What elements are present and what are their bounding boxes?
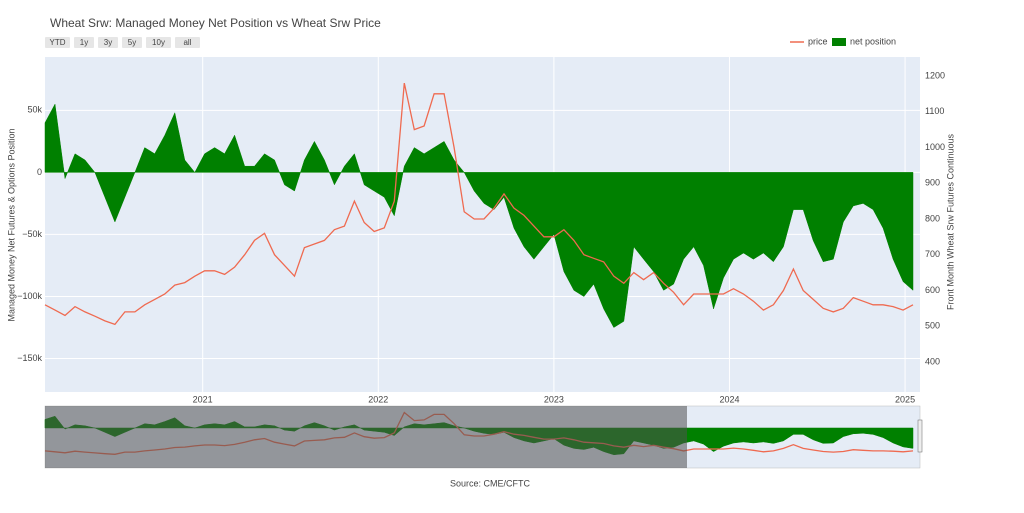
series-area bbox=[44, 103, 914, 328]
button-label: 1y bbox=[80, 38, 88, 47]
x-tick-label: 2021 bbox=[193, 394, 213, 404]
button-bg bbox=[122, 37, 142, 48]
range-button[interactable]: all bbox=[175, 37, 200, 48]
y2-axis-title: Front Month Wheat Srw Futures Continuous bbox=[945, 133, 955, 310]
x-tick-label: 2024 bbox=[719, 394, 739, 404]
y-tick-label: 0 bbox=[37, 167, 42, 177]
button-label: 5y bbox=[128, 38, 136, 47]
range-button[interactable]: 5y bbox=[122, 37, 142, 48]
slider-mask bbox=[45, 406, 687, 468]
y2-tick-label: 900 bbox=[925, 178, 940, 188]
button-bg bbox=[146, 37, 171, 48]
y-tick-label: −150k bbox=[17, 353, 42, 363]
legend-label: price bbox=[808, 36, 828, 46]
y2-tick-label: 1200 bbox=[925, 70, 945, 80]
y-axis-title: Managed Money Net Futures & Options Posi… bbox=[6, 128, 16, 321]
legend-label: net position bbox=[850, 36, 896, 46]
y2-tick-label: 1000 bbox=[925, 142, 945, 152]
range-button[interactable]: 1y bbox=[74, 37, 94, 48]
x-tick-label: 2025 bbox=[895, 394, 915, 404]
range-button[interactable]: 3y bbox=[98, 37, 118, 48]
y2-tick-label: 500 bbox=[925, 321, 940, 331]
button-label: all bbox=[183, 38, 191, 47]
button-bg bbox=[175, 37, 200, 48]
legend-swatch bbox=[832, 38, 846, 46]
chart-title: Wheat Srw: Managed Money Net Position vs… bbox=[50, 16, 381, 30]
button-label: 10y bbox=[152, 38, 165, 47]
y2-tick-label: 800 bbox=[925, 213, 940, 223]
range-button[interactable]: 10y bbox=[146, 37, 171, 48]
button-label: 3y bbox=[104, 38, 112, 47]
source: Source: CME/CFTC bbox=[450, 478, 531, 488]
button-label: YTD bbox=[50, 38, 66, 47]
y-tick-label: −50k bbox=[22, 229, 42, 239]
x-tick-label: 2023 bbox=[544, 394, 564, 404]
button-bg bbox=[98, 37, 118, 48]
range-button[interactable]: YTD bbox=[45, 37, 70, 48]
slider-handle[interactable] bbox=[917, 419, 923, 453]
button-bg bbox=[45, 37, 70, 48]
x-tick-label: 2022 bbox=[368, 394, 388, 404]
y2-tick-label: 700 bbox=[925, 249, 940, 259]
series-line bbox=[44, 82, 914, 326]
y-tick-label: 50k bbox=[27, 105, 42, 115]
y2-tick-label: 400 bbox=[925, 356, 940, 366]
y-tick-label: −100k bbox=[17, 291, 42, 301]
y2-tick-label: 1100 bbox=[925, 106, 944, 116]
y2-tick-label: 600 bbox=[925, 285, 940, 295]
button-bg bbox=[74, 37, 94, 48]
